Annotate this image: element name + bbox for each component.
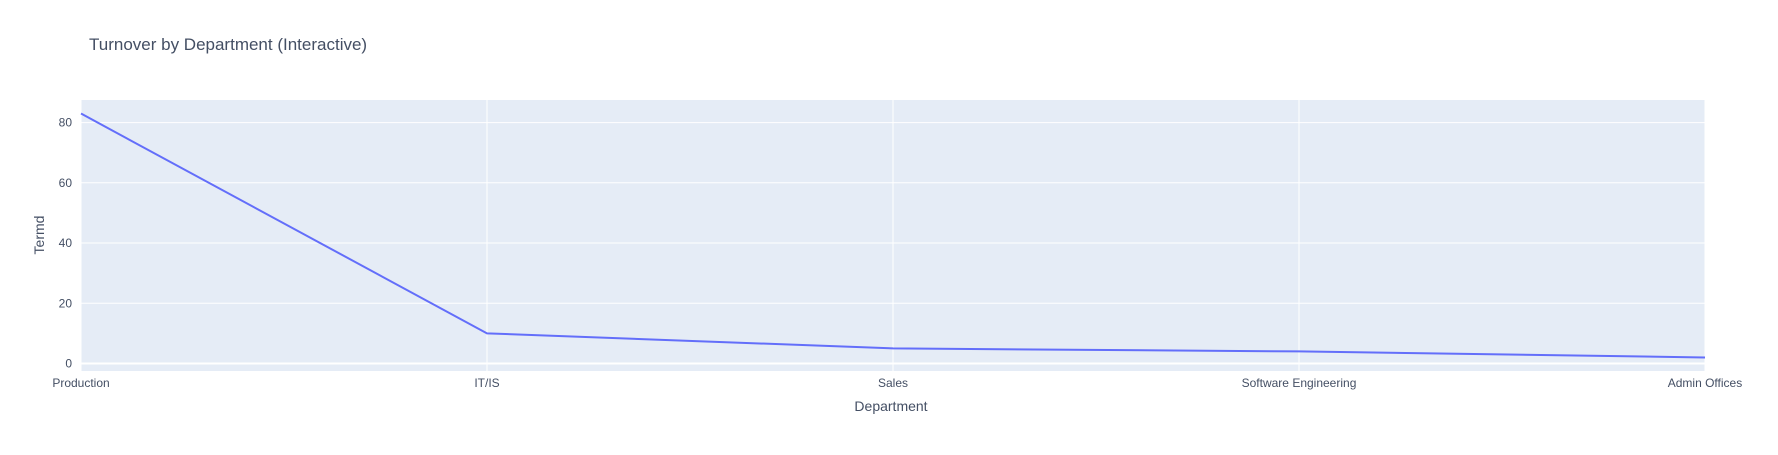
y-tick-labels: 0 20 40 60 80 (59, 116, 73, 371)
x-tick-label: Production (52, 376, 109, 390)
x-tick-label: Software Engineering (1242, 376, 1357, 390)
data-point[interactable] (1293, 345, 1305, 357)
data-point[interactable] (75, 108, 87, 120)
chart-title: Turnover by Department (Interactive) (89, 35, 367, 54)
y-tick-label: 40 (59, 236, 73, 250)
y-tick-label: 0 (65, 356, 72, 370)
x-tick-label: Admin Offices (1668, 376, 1742, 390)
series-line[interactable] (80, 112, 1706, 359)
x-tick-labels: Production IT/IS Sales Software Engineering… (52, 376, 1742, 390)
data-point[interactable] (1699, 351, 1711, 363)
y-axis-title: Termd (31, 216, 47, 255)
y-tick-label: 60 (59, 176, 73, 190)
data-point[interactable] (887, 342, 899, 354)
x-tick-label: IT/IS (474, 376, 499, 390)
x-tick-label: Sales (878, 376, 908, 390)
data-point[interactable] (481, 327, 493, 339)
series-layer[interactable] (75, 108, 1711, 364)
y-tick-label: 80 (59, 116, 73, 130)
x-axis-title: Department (854, 398, 927, 414)
grid-layer (80, 100, 1706, 371)
y-tick-label: 20 (59, 296, 73, 310)
